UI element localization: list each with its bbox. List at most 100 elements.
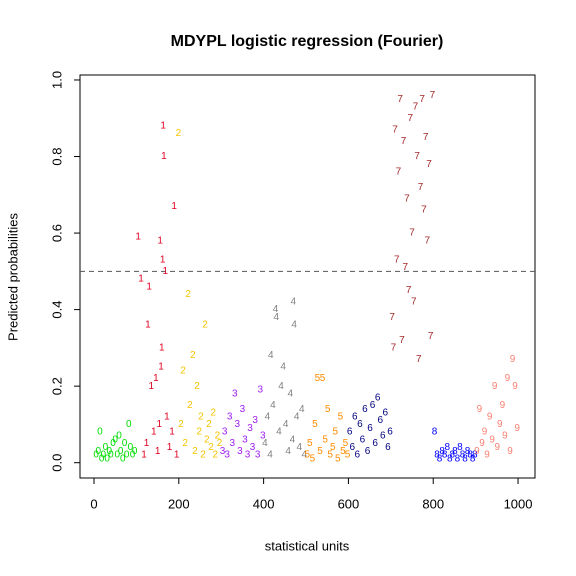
point: 3 bbox=[242, 434, 248, 445]
point: 8 bbox=[447, 454, 453, 465]
point: 9 bbox=[494, 442, 500, 453]
point: 7 bbox=[419, 94, 425, 105]
point: 6 bbox=[380, 431, 386, 442]
point: 7 bbox=[399, 335, 405, 346]
point: 6 bbox=[375, 392, 381, 403]
point: 5 bbox=[305, 450, 311, 461]
x-axis-label: statistical units bbox=[265, 538, 350, 553]
point: 1 bbox=[167, 442, 173, 453]
point: 2 bbox=[190, 350, 196, 361]
point: 6 bbox=[365, 446, 371, 457]
point: 1 bbox=[157, 419, 163, 430]
point: 7 bbox=[408, 113, 414, 124]
point: 2 bbox=[208, 442, 214, 453]
point: 4 bbox=[276, 427, 282, 438]
point: 7 bbox=[394, 254, 400, 265]
point: 9 bbox=[514, 423, 520, 434]
y-tick-label: 0.8 bbox=[49, 147, 64, 165]
point: 4 bbox=[288, 388, 294, 399]
point: 1 bbox=[144, 438, 150, 449]
point: 2 bbox=[200, 450, 206, 461]
point: 1 bbox=[161, 151, 167, 162]
y-tick-label: 1.0 bbox=[49, 71, 64, 89]
point: 2 bbox=[206, 419, 212, 430]
point: 8 bbox=[437, 454, 443, 465]
point: 1 bbox=[174, 450, 180, 461]
point: 0 bbox=[93, 450, 99, 461]
point: 2 bbox=[196, 427, 202, 438]
point: 9 bbox=[497, 419, 503, 430]
point: 0 bbox=[124, 450, 130, 461]
point: 2 bbox=[185, 289, 191, 300]
point: 7 bbox=[402, 262, 408, 273]
point: 9 bbox=[512, 381, 518, 392]
point: 7 bbox=[409, 228, 415, 239]
point: 0 bbox=[122, 438, 128, 449]
point: 9 bbox=[489, 434, 495, 445]
point: 2 bbox=[217, 438, 223, 449]
point: 6 bbox=[355, 450, 361, 461]
point: 1 bbox=[162, 266, 168, 277]
point: 1 bbox=[157, 235, 163, 246]
point: 5 bbox=[343, 438, 349, 449]
point: 3 bbox=[227, 411, 233, 422]
point: 7 bbox=[428, 331, 434, 342]
point: 3 bbox=[257, 385, 263, 396]
point: 5 bbox=[327, 450, 333, 461]
point: 5 bbox=[345, 450, 351, 461]
point: 0 bbox=[132, 446, 138, 457]
point: 7 bbox=[411, 297, 417, 308]
point: 6 bbox=[383, 408, 389, 419]
plot-frame bbox=[79, 74, 536, 479]
point: 0 bbox=[103, 442, 109, 453]
point: 9 bbox=[487, 411, 493, 422]
point: 6 bbox=[385, 442, 391, 453]
point: 2 bbox=[210, 408, 216, 419]
point: 8 bbox=[432, 427, 438, 438]
point: 2 bbox=[212, 450, 218, 461]
point: 2 bbox=[198, 411, 204, 422]
point: 4 bbox=[280, 362, 286, 373]
point: 6 bbox=[387, 427, 393, 438]
point: 8 bbox=[462, 454, 468, 465]
point: 4 bbox=[265, 411, 271, 422]
point: 4 bbox=[291, 297, 297, 308]
point: 7 bbox=[406, 285, 412, 296]
point: 5 bbox=[312, 419, 318, 430]
chart-title: MDYPL logistic regression (Fourier) bbox=[171, 33, 444, 50]
point: 5 bbox=[307, 438, 313, 449]
point: 6 bbox=[362, 404, 368, 415]
point: 1 bbox=[160, 254, 166, 265]
point: 5 bbox=[310, 454, 316, 465]
point: 3 bbox=[235, 419, 241, 430]
point: 9 bbox=[510, 354, 516, 365]
y-tick-label: 0.6 bbox=[49, 224, 64, 242]
point: 0 bbox=[126, 419, 132, 430]
point: 9 bbox=[482, 427, 488, 438]
point: 9 bbox=[500, 400, 506, 411]
point: 0 bbox=[95, 446, 101, 457]
point: 1 bbox=[171, 201, 177, 212]
point: 0 bbox=[106, 446, 112, 457]
point: 6 bbox=[357, 419, 363, 430]
point: 2 bbox=[215, 431, 221, 442]
point: 2 bbox=[180, 365, 186, 376]
point: 1 bbox=[145, 320, 151, 331]
point: 7 bbox=[389, 312, 395, 323]
point: 0 bbox=[130, 450, 136, 461]
point: 9 bbox=[507, 446, 513, 457]
y-tick-label: 0.4 bbox=[49, 301, 64, 319]
point: 9 bbox=[484, 450, 490, 461]
point: 6 bbox=[372, 438, 378, 449]
point: 1 bbox=[159, 343, 165, 354]
point: 9 bbox=[505, 373, 511, 384]
point: 4 bbox=[291, 320, 297, 331]
point: 4 bbox=[294, 411, 300, 422]
y-tick-label: 0.2 bbox=[49, 377, 64, 395]
point: 3 bbox=[229, 438, 235, 449]
point: 4 bbox=[285, 446, 291, 457]
point: 3 bbox=[240, 404, 246, 415]
point: 6 bbox=[349, 442, 355, 453]
point: 2 bbox=[194, 381, 200, 392]
